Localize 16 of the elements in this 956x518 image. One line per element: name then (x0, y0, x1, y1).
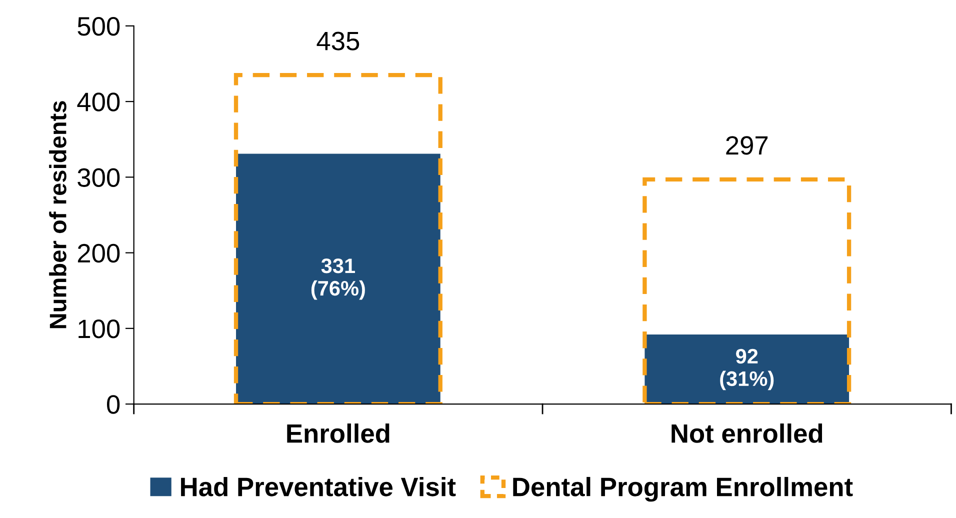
x-tick-label: Enrolled (287, 423, 390, 443)
data-label: 297 (726, 136, 768, 155)
data-label: 92 (31%) (720, 348, 774, 390)
y-tick-label: 0 (107, 395, 120, 414)
data-label: 435 (316, 32, 360, 50)
y-axis-title: Number of residents (49, 101, 66, 328)
legend-label: Dental Program Enrollment (513, 476, 853, 502)
y-tick-label: 500 (78, 17, 120, 36)
x-tick-label: Not enrolled (672, 423, 822, 443)
y-tick-label: 300 (78, 168, 120, 187)
y-tick-label: 100 (78, 320, 120, 338)
y-tick-label: 200 (78, 244, 120, 263)
y-tick-label: 400 (77, 92, 120, 112)
bar (644, 334, 850, 404)
data-label: 331 (76%) (311, 258, 365, 300)
legend-label: Had Preventative Visit (181, 476, 456, 496)
